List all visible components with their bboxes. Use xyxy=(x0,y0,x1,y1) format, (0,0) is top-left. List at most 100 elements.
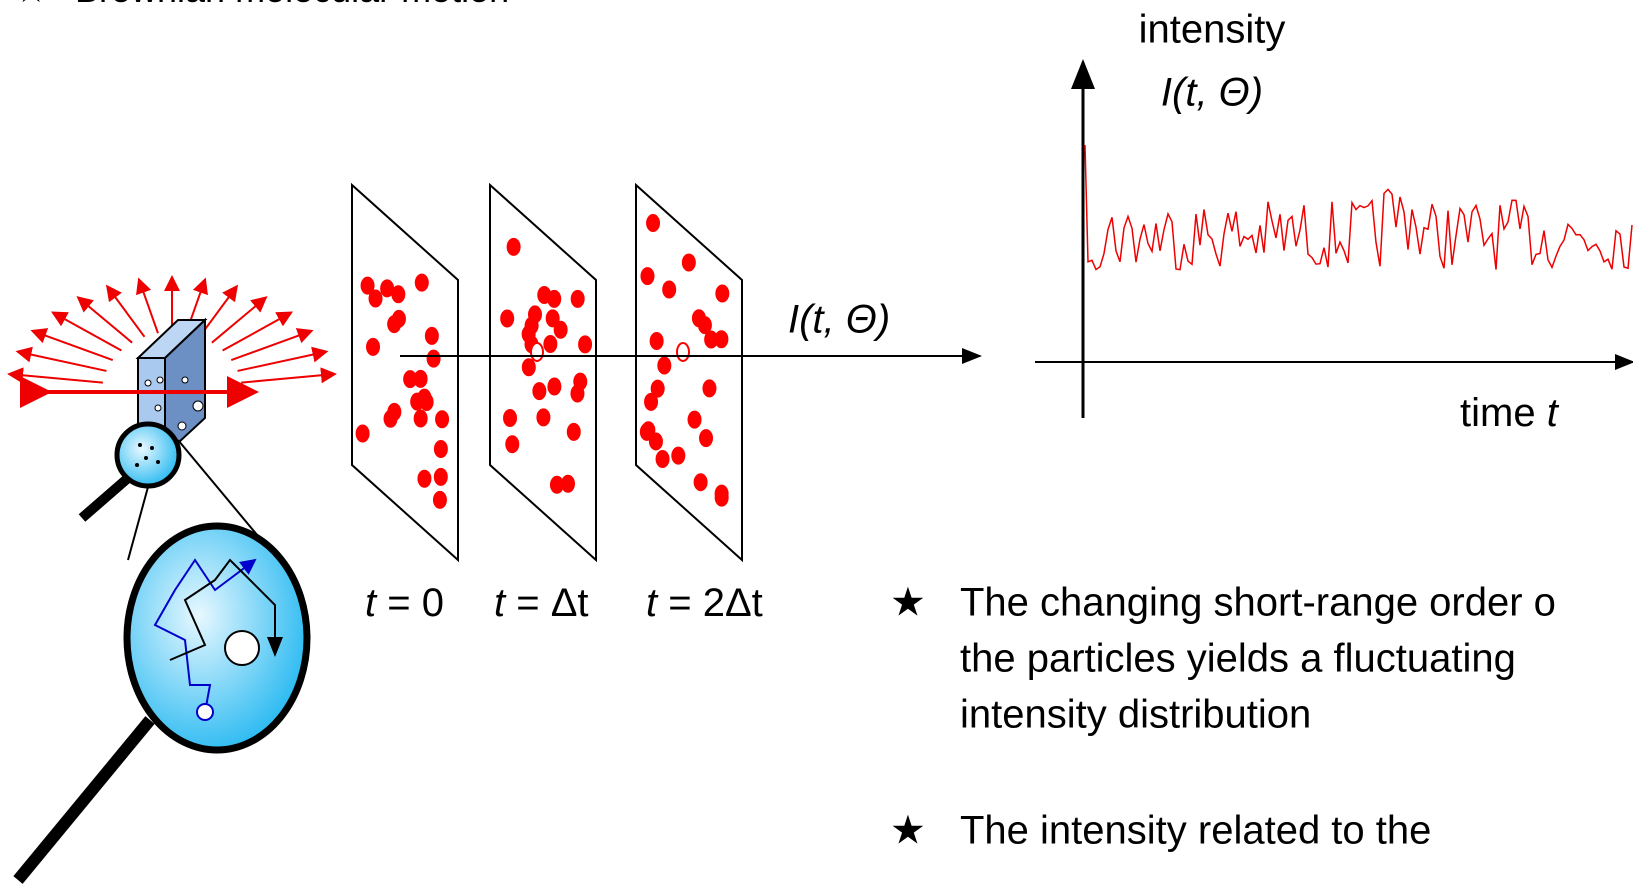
particle xyxy=(681,253,696,272)
ray xyxy=(15,346,107,372)
ray xyxy=(30,328,114,362)
bullet: ★ xyxy=(15,0,47,10)
time-value: = Δt xyxy=(505,581,588,625)
particle xyxy=(433,467,448,486)
particle xyxy=(570,289,585,308)
particle xyxy=(527,305,542,324)
particle xyxy=(699,429,714,448)
particle xyxy=(368,289,383,308)
bullet-star: ★ xyxy=(890,809,926,853)
particle xyxy=(426,349,441,368)
time-label: t = 2Δt xyxy=(646,581,763,625)
particle xyxy=(500,309,515,328)
beam-label: I(t, Θ) xyxy=(788,298,890,342)
ray xyxy=(76,296,133,344)
particle xyxy=(715,284,730,303)
particle xyxy=(521,325,536,344)
particle xyxy=(355,424,370,443)
y-label: intensity xyxy=(1139,8,1286,52)
particle-outline xyxy=(530,342,544,362)
bullet-line: intensity distribution xyxy=(960,693,1311,737)
particle xyxy=(424,326,439,345)
particle xyxy=(391,309,406,328)
magnifier xyxy=(13,421,311,884)
particle xyxy=(648,432,663,451)
particle xyxy=(360,276,375,295)
time-label: t = 0 xyxy=(365,581,444,625)
particle xyxy=(414,273,429,292)
particle xyxy=(391,285,406,304)
particle xyxy=(644,392,659,411)
particle-outline xyxy=(676,342,690,362)
sample xyxy=(7,275,337,458)
particle xyxy=(697,316,712,335)
particle xyxy=(380,279,395,298)
bullet-line: The intensity related to the xyxy=(960,809,1431,853)
title: Brownian molecular motion xyxy=(75,0,509,10)
particle xyxy=(536,408,551,427)
particle xyxy=(503,409,518,428)
particle xyxy=(573,372,588,391)
particle xyxy=(560,474,575,493)
plane xyxy=(489,182,597,563)
plane-frame xyxy=(351,182,459,563)
bullet-star: ★ xyxy=(890,581,926,625)
particle xyxy=(403,370,418,389)
particle xyxy=(410,392,425,411)
particle xyxy=(506,237,521,256)
particle xyxy=(640,267,655,286)
particle xyxy=(505,435,520,454)
time-value: = 2Δt xyxy=(657,581,763,625)
particle xyxy=(671,446,686,465)
particle xyxy=(693,473,708,492)
ray xyxy=(7,367,103,384)
plane xyxy=(351,182,459,563)
particle xyxy=(650,379,665,398)
ray xyxy=(105,284,146,338)
particle xyxy=(662,280,677,299)
x-label: time t xyxy=(1460,391,1560,435)
particle xyxy=(547,377,562,396)
ray xyxy=(222,311,294,352)
particle xyxy=(714,488,729,507)
time-var: t xyxy=(646,581,659,625)
particle xyxy=(521,358,536,377)
bullets: ★ The changing short-range order o the par… xyxy=(890,581,1556,853)
particle xyxy=(549,475,564,494)
bullet-line: The changing short-range order o xyxy=(960,581,1556,625)
particle xyxy=(578,335,593,354)
plane xyxy=(635,182,743,563)
ray xyxy=(237,346,329,372)
header: ★ Brownian molecular motion xyxy=(15,0,509,10)
particle xyxy=(413,369,428,388)
particle xyxy=(655,450,670,469)
time-value: = 0 xyxy=(376,581,444,625)
plane-frame xyxy=(489,182,597,563)
snapshots xyxy=(351,182,743,563)
particle xyxy=(543,334,558,353)
time-var: t xyxy=(494,581,507,625)
particle xyxy=(714,330,729,349)
ray xyxy=(241,367,337,384)
particle xyxy=(413,409,428,428)
particle xyxy=(566,422,581,441)
ray xyxy=(50,311,122,352)
x-var: t xyxy=(1547,391,1560,435)
particle xyxy=(649,331,664,350)
intensity-trace xyxy=(1084,144,1633,271)
time-var: t xyxy=(365,581,378,625)
particle xyxy=(657,356,672,375)
time-label: t = Δt xyxy=(494,581,589,625)
particle xyxy=(366,337,381,356)
particle xyxy=(687,410,702,429)
x-label-text: time xyxy=(1460,391,1536,435)
ray xyxy=(136,277,159,334)
particle xyxy=(387,402,402,421)
particle xyxy=(532,382,547,401)
particle xyxy=(646,214,661,233)
particle xyxy=(432,490,447,509)
particle xyxy=(433,439,448,458)
ray xyxy=(211,296,268,344)
